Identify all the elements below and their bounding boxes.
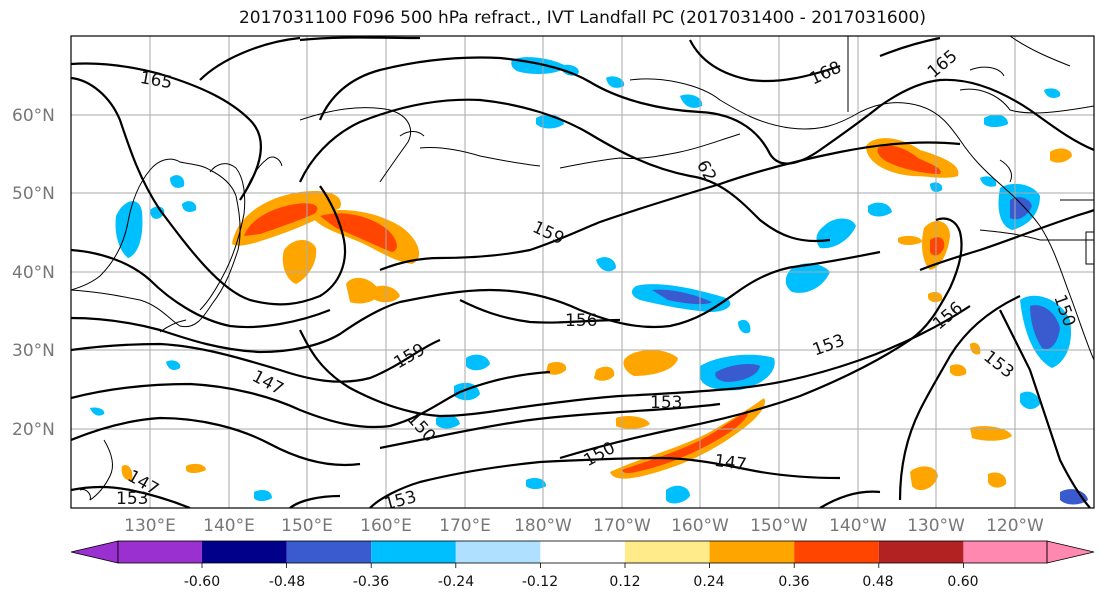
colorbar-segment — [286, 541, 372, 563]
colorbar-tick-label: 0.48 — [862, 574, 893, 590]
colorbar-segment — [118, 541, 202, 563]
colorbar-segment — [202, 541, 287, 563]
lon-label: 150°W — [750, 516, 808, 536]
lon-label: 120°W — [986, 516, 1044, 536]
lon-label: 170°E — [439, 516, 491, 536]
lon-label: 160°E — [360, 516, 412, 536]
colorbar — [70, 540, 1095, 568]
colorbar-segment — [540, 541, 625, 563]
longitude-axis: 130°E 140°E 150°E 160°E 170°E 180°W 170°… — [124, 516, 1044, 536]
lat-label: 20°N — [12, 420, 55, 440]
colorbar-segment — [794, 541, 879, 563]
colorbar-segment — [709, 541, 795, 563]
colorbar-extend-low — [70, 540, 119, 564]
lon-label: 130°W — [907, 516, 965, 536]
colorbar-segment — [371, 541, 456, 563]
colorbar-tick-label: 0.12 — [609, 574, 640, 590]
colorbar-tick-label: -0.12 — [522, 574, 558, 590]
contour-label: 153 — [116, 489, 148, 509]
lon-label: 130°E — [124, 516, 176, 536]
lat-label: 50°N — [12, 184, 55, 204]
chart-title: 2017031100 F096 500 hPa refract., IVT La… — [238, 8, 926, 28]
lat-label: 60°N — [12, 106, 55, 126]
height-contours — [71, 36, 1094, 508]
colorbar-tick-label: 0.24 — [693, 574, 724, 590]
contour-label: 153 — [382, 487, 419, 515]
positive-anomaly-blob — [121, 138, 1072, 491]
lon-label: 170°W — [593, 516, 651, 536]
contour-label: 147 — [713, 451, 748, 475]
plot-frame — [70, 35, 1095, 509]
lon-label: 140°W — [829, 516, 887, 536]
lat-label: 30°N — [12, 341, 55, 361]
colorbar-outline — [117, 540, 1048, 564]
colorbar-tick-label: -0.60 — [184, 574, 220, 590]
colorbar-segment — [625, 541, 710, 563]
lon-label: 160°W — [671, 516, 729, 536]
coastlines — [71, 36, 1094, 501]
contour-label: 153 — [650, 393, 682, 413]
colorbar-tick-labels: -0.60 -0.48 -0.36 -0.24 -0.12 0.12 0.24 … — [184, 574, 979, 590]
colorbar-extend-high — [1046, 540, 1095, 564]
colorbar-tick-label: 0.60 — [947, 574, 978, 590]
colorbar-tick-label: -0.36 — [353, 574, 389, 590]
colorbar-segment — [455, 541, 541, 563]
lon-label: 150°E — [281, 516, 333, 536]
lon-label: 180°W — [514, 516, 572, 536]
lon-label: 140°E — [203, 516, 255, 536]
colorbar-tick-label: -0.24 — [438, 574, 474, 590]
colorbar-segment — [878, 541, 964, 563]
colorbar-tick-label: 0.36 — [778, 574, 809, 590]
colorbar-segment — [963, 541, 1047, 563]
colorbar-tick-label: -0.48 — [269, 574, 305, 590]
latitude-axis: 60°N 50°N 40°N 30°N 20°N — [12, 106, 55, 440]
lat-label: 40°N — [12, 263, 55, 283]
contour-label: 156 — [565, 311, 597, 331]
